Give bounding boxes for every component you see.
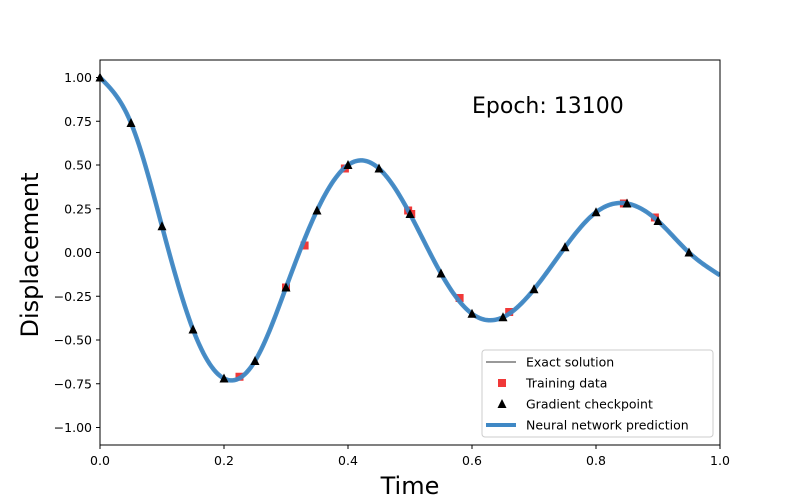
y-tick-label: −1.00: [54, 420, 92, 435]
y-tick-label: 0.50: [64, 158, 92, 173]
legend-label: Training data: [525, 376, 607, 391]
legend-key-training: [498, 379, 506, 387]
gradient-checkpoint-point: [467, 308, 477, 318]
y-tick-label: −0.75: [54, 376, 92, 391]
y-tick-label: 0.00: [64, 245, 92, 260]
epoch-annotation: Epoch: 13100: [472, 94, 624, 119]
legend-label: Neural network prediction: [526, 418, 689, 433]
x-tick-label: 0.0: [90, 453, 110, 468]
gradient-checkpoint-point: [591, 207, 601, 217]
x-tick-label: 0.4: [338, 453, 358, 468]
training-data-point: [300, 241, 309, 250]
x-axis-label: Time: [380, 472, 440, 500]
legend-label: Gradient checkpoint: [526, 397, 653, 412]
gradient-checkpoint-point: [529, 284, 539, 294]
legend: Exact solution Training data Gradient chec…: [481, 349, 714, 438]
gradient-checkpoint-point: [312, 205, 322, 215]
gradient-checkpoint-point: [374, 163, 384, 173]
legend-label: Exact solution: [526, 355, 614, 370]
legend-box: [481, 349, 714, 438]
x-tick-label: 0.8: [586, 453, 606, 468]
gradient-checkpoint-point: [157, 221, 167, 231]
gradient-checkpoint-point: [436, 268, 446, 278]
gradient-checkpoint-point: [684, 247, 694, 257]
gradient-checkpoint-point: [188, 324, 198, 334]
gradient-checkpoint-point: [250, 356, 260, 365]
y-tick-label: −0.50: [54, 333, 92, 348]
gradient-checkpoint-point: [219, 373, 229, 383]
gradient-checkpoint-point: [560, 242, 570, 252]
gradient-checkpoint-point: [405, 209, 415, 218]
axes: 0.0 0.2 0.4 0.6 0.8 1.0 1.00 0.75 0.50 0.25 0.00 −0…: [54, 59, 730, 468]
gradient-checkpoint-point: [281, 282, 291, 292]
gradient-checkpoint-point: [498, 312, 508, 322]
gradient-checkpoint-point: [622, 198, 632, 208]
x-tick-label: 0.6: [462, 453, 482, 468]
x-tick-label: 1.0: [710, 453, 730, 468]
gradient-checkpoint-point: [126, 118, 136, 127]
y-tick-label: −0.25: [54, 289, 92, 304]
y-tick-label: 0.25: [64, 201, 92, 216]
y-tick-label: 1.00: [64, 70, 92, 85]
y-axis-label: Displacement: [16, 173, 44, 338]
x-tick-label: 0.2: [214, 453, 234, 468]
plot-area: [95, 72, 720, 383]
gradient-checkpoint-point: [343, 160, 353, 169]
legend-key-checkpoint: [497, 399, 507, 408]
gradient-checkpoint-point: [653, 216, 663, 225]
y-tick-label: 0.75: [64, 114, 92, 129]
